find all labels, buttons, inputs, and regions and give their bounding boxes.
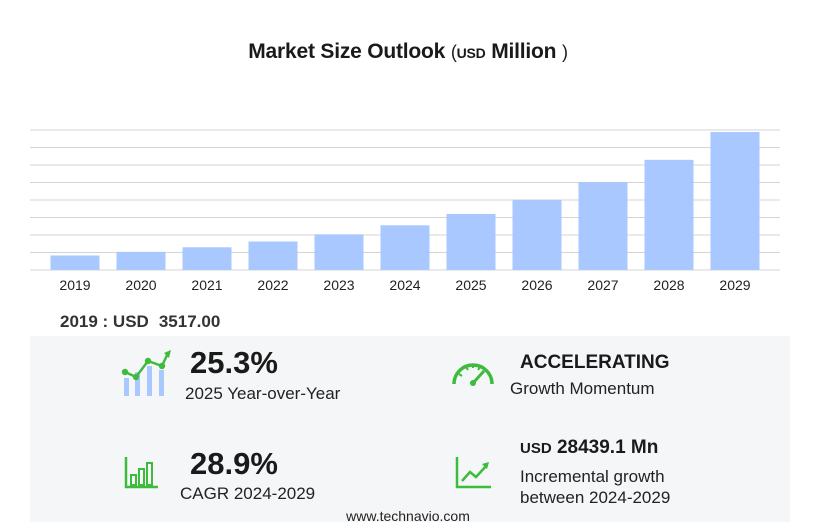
kpi-momentum: ACCELERATING [520, 352, 670, 374]
bar-2027 [578, 182, 628, 270]
bar-2024 [380, 225, 430, 270]
kpi-incremental: USD 28439.1 Mn [520, 437, 658, 459]
incremental-label-1: Incremental growth [520, 467, 665, 486]
kpi-momentum-label-wrap: Growth Momentum [510, 379, 655, 399]
cagr-value: 28.9% [190, 446, 278, 481]
incremental-currency: USD [520, 440, 552, 457]
x-tick-label-2026: 2026 [521, 277, 552, 293]
bar-2029 [710, 131, 760, 270]
x-tick-label-2020: 2020 [125, 277, 156, 293]
kpi-cagr: 28.9% [190, 446, 278, 482]
x-tick-label-2029: 2029 [719, 277, 750, 293]
title-paren-open: ( [450, 42, 457, 62]
kpi-yoy: 25.3% [190, 345, 278, 381]
x-tick-label-2022: 2022 [257, 277, 288, 293]
kpi-panel [30, 336, 790, 522]
bar-2019 [50, 255, 100, 270]
bar-2020 [116, 251, 166, 270]
kpi-cagr-label-wrap: CAGR 2024-2029 [180, 484, 315, 504]
incremental-label-2: between 2024-2029 [520, 488, 671, 507]
kpi-incremental-label-wrap: Incremental growth between 2024-2029 [520, 466, 670, 508]
title-paren-close: ) [561, 42, 568, 62]
x-tick-label-2027: 2027 [587, 277, 618, 293]
cagr-label: CAGR 2024-2029 [180, 484, 316, 503]
title-text: Market Size Outlook [248, 40, 446, 63]
bar-chart: 2019 2020 2021 2022 2023 2024 2025 2026 2027 2028… [30, 129, 780, 293]
base-year-amount: 3517.00 [158, 312, 221, 331]
x-tick-label-2024: 2024 [389, 277, 420, 293]
x-tick-labels: 2019 2020 2021 2022 2023 2024 2025 2026 2027 2028… [59, 277, 750, 293]
kpi-yoy-label-wrap: 2025 Year-over-Year [185, 384, 340, 404]
bar-2022 [248, 241, 298, 270]
bar-2025 [446, 213, 496, 270]
yoy-value: 25.3% [190, 345, 278, 380]
momentum-label: Growth Momentum [510, 379, 655, 398]
speedometer-icon [452, 363, 494, 386]
incremental-value-line: USD 28439.1 Mn [520, 437, 658, 459]
yoy-label: 2025 Year-over-Year [185, 384, 341, 403]
incremental-value: 28439.1 Mn [556, 437, 659, 458]
bar-2023 [314, 234, 364, 270]
base-year-label: 2019 : USD [60, 312, 149, 331]
x-tick-label-2019: 2019 [59, 277, 90, 293]
title-unit-currency: USD [456, 45, 486, 61]
bar-2021 [182, 247, 232, 270]
growth-chart-icon [121, 350, 171, 396]
x-tick-label-2025: 2025 [455, 277, 486, 293]
trend-up-icon [455, 457, 491, 489]
x-tick-label-2021: 2021 [191, 277, 222, 293]
chart-title: Market Size Outlook (USD Million ) [0, 40, 816, 64]
bars [50, 131, 760, 270]
base-year-value: 2019 : USD 3517.00 [60, 312, 220, 332]
source-footer: www.technavio.com [346, 508, 470, 524]
x-tick-label-2028: 2028 [653, 277, 684, 293]
x-tick-label-2023: 2023 [323, 277, 354, 293]
bar-chart-icon [124, 457, 158, 489]
momentum-value: ACCELERATING [520, 352, 670, 373]
bar-2028 [644, 159, 694, 270]
bar-2026 [512, 199, 562, 270]
title-unit-scale: Million [491, 40, 557, 63]
